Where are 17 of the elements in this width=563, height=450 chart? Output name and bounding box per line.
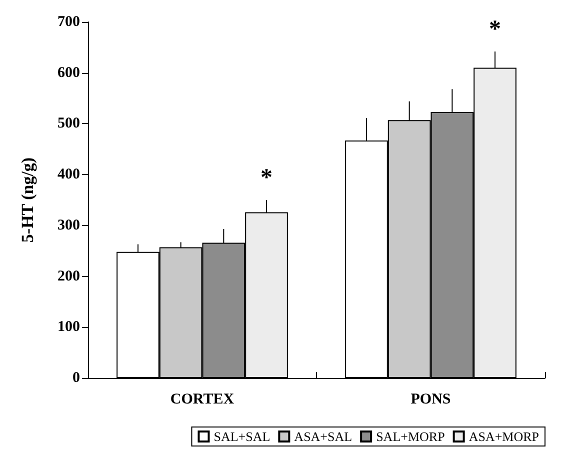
y-axis-title: 5-HT (ng/g) [18, 157, 37, 243]
legend-label: ASA+SAL [294, 429, 352, 444]
y-tick-label: 300 [58, 217, 80, 234]
y-tick-label: 700 [58, 14, 80, 30]
legend-label: SAL+MORP [376, 429, 445, 444]
annotation: * [260, 165, 273, 191]
y-tick-label: 200 [58, 268, 80, 284]
annotation: * [489, 16, 502, 42]
y-tick-label: 400 [58, 166, 80, 183]
legend-label: ASA+MORP [468, 429, 539, 444]
y-tick-label: 600 [58, 64, 80, 81]
legend-label: SAL+SAL [214, 429, 270, 444]
y-tick-label: 500 [58, 116, 80, 132]
x-tick-label: CORTEX [170, 392, 234, 408]
x-tick-label: PONS [410, 392, 451, 408]
y-tick-label: 100 [58, 319, 80, 336]
y-tick-label: 0 [72, 370, 80, 386]
